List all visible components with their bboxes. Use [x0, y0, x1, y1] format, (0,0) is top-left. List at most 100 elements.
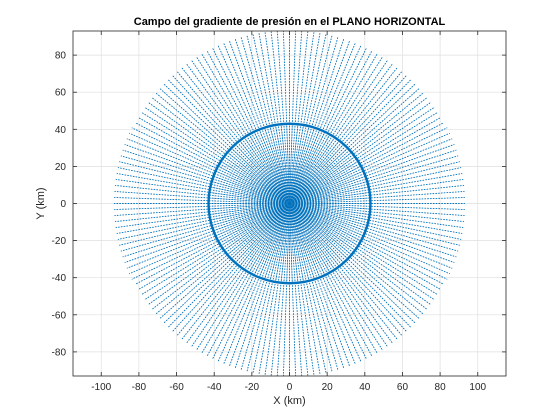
field-ray	[292, 205, 428, 311]
field-ray	[176, 205, 288, 337]
field-ray	[151, 96, 287, 202]
field-ray	[292, 149, 457, 203]
y-tick-label: 20	[55, 162, 67, 173]
field-ray	[116, 173, 287, 204]
field-ray	[290, 206, 339, 370]
field-core-ray	[289, 203, 348, 260]
field-ray	[292, 204, 457, 258]
field-core-ray	[215, 170, 290, 204]
field-ray	[292, 204, 442, 291]
field-core-ray	[220, 203, 290, 247]
field-core-ray	[264, 203, 290, 280]
field-core-ray	[217, 203, 290, 242]
field-core-ray	[258, 129, 290, 204]
field-core-ray	[289, 123, 293, 204]
field-core-ray	[289, 156, 356, 204]
x-tick-label: -20	[245, 382, 260, 393]
field-core-ray	[289, 203, 369, 221]
field-core-ray	[211, 203, 290, 226]
field-core-ray	[289, 203, 352, 255]
field-core-ray	[208, 197, 290, 204]
field-ray	[289, 34, 327, 201]
field-ray	[291, 56, 383, 201]
field-core-ray	[211, 181, 290, 204]
field-core-ray	[269, 126, 290, 204]
field-ray	[131, 127, 287, 203]
field-core-ray	[213, 175, 290, 204]
field-ray	[290, 37, 339, 201]
field-ray	[292, 197, 465, 204]
field-ray	[119, 203, 287, 246]
field-ray	[264, 32, 290, 201]
y-tick-label: 0	[60, 199, 66, 210]
field-core-ray	[258, 203, 290, 278]
field-core-ray	[220, 160, 290, 204]
field-core-ray	[289, 203, 356, 251]
y-tick-label: -60	[52, 310, 67, 321]
field-ray	[116, 203, 287, 234]
field-ray	[292, 204, 453, 269]
x-axis-label: X (km)	[273, 395, 305, 407]
field-ray	[114, 203, 287, 222]
field-ray	[292, 205, 436, 301]
field-ray	[196, 206, 288, 351]
x-tick-label: -100	[91, 382, 111, 393]
field-core-ray	[209, 192, 290, 204]
field-core-ray	[264, 127, 290, 204]
x-tick-label: 100	[469, 382, 486, 393]
field-core-ray	[289, 203, 336, 270]
field-core-ray	[269, 203, 290, 281]
field-core-ray	[289, 203, 344, 263]
field-core-ray	[210, 186, 290, 204]
field-core-ray	[289, 203, 293, 284]
field-core-ray	[289, 134, 331, 204]
field-core-ray	[231, 147, 290, 204]
field-core-ray	[286, 123, 290, 204]
field-ray	[229, 206, 289, 367]
field-core-ray	[289, 160, 359, 204]
field-ray	[176, 70, 288, 202]
x-tick-label: -80	[132, 382, 147, 393]
field-ray	[292, 173, 463, 204]
field-ray	[122, 149, 287, 203]
field-core-ray	[253, 131, 290, 204]
y-axis-label: Y (km)	[35, 187, 47, 219]
field-ray	[291, 87, 421, 202]
x-tick-label: 20	[322, 382, 334, 393]
field-ray	[252, 34, 290, 201]
field-ray	[291, 205, 403, 337]
field-ray	[291, 206, 393, 344]
field-ray	[292, 203, 463, 234]
field-ray	[206, 50, 289, 201]
field-ray	[276, 31, 290, 201]
chart-title: Campo del gradiente de presión en el PLA…	[134, 16, 446, 28]
field-core-ray	[289, 137, 336, 204]
field-core-ray	[289, 203, 371, 210]
field-ray	[290, 206, 350, 367]
field-core-ray	[289, 203, 310, 281]
field-core-ray	[227, 152, 290, 204]
y-tick-label: -80	[52, 347, 67, 358]
field-core-ray	[289, 124, 304, 204]
field-core-ray	[289, 203, 331, 273]
field-core-ray	[289, 203, 315, 280]
x-tick-label: 60	[397, 382, 409, 393]
field-ray	[114, 185, 287, 204]
field-core-ray	[235, 203, 290, 263]
field-core-ray	[217, 165, 290, 204]
field-ray	[143, 106, 287, 202]
field-ray	[292, 185, 465, 204]
field-core-ray	[235, 144, 290, 204]
field-ray	[289, 32, 315, 201]
field-core-ray	[289, 203, 340, 267]
field-core-ray	[289, 124, 299, 204]
axis-ticks: -100 -80 -60 -40 -20 0 20 40 60 80 100 -80 -60 -40 -20…	[52, 31, 506, 393]
field-ray	[229, 40, 289, 201]
field-ray	[291, 78, 412, 202]
field-core-ray	[289, 152, 352, 204]
field-ray	[114, 203, 287, 210]
field-core-ray	[215, 203, 290, 237]
field-core-ray	[289, 203, 321, 278]
field-core-ray	[289, 203, 370, 215]
field-ray	[240, 37, 289, 201]
